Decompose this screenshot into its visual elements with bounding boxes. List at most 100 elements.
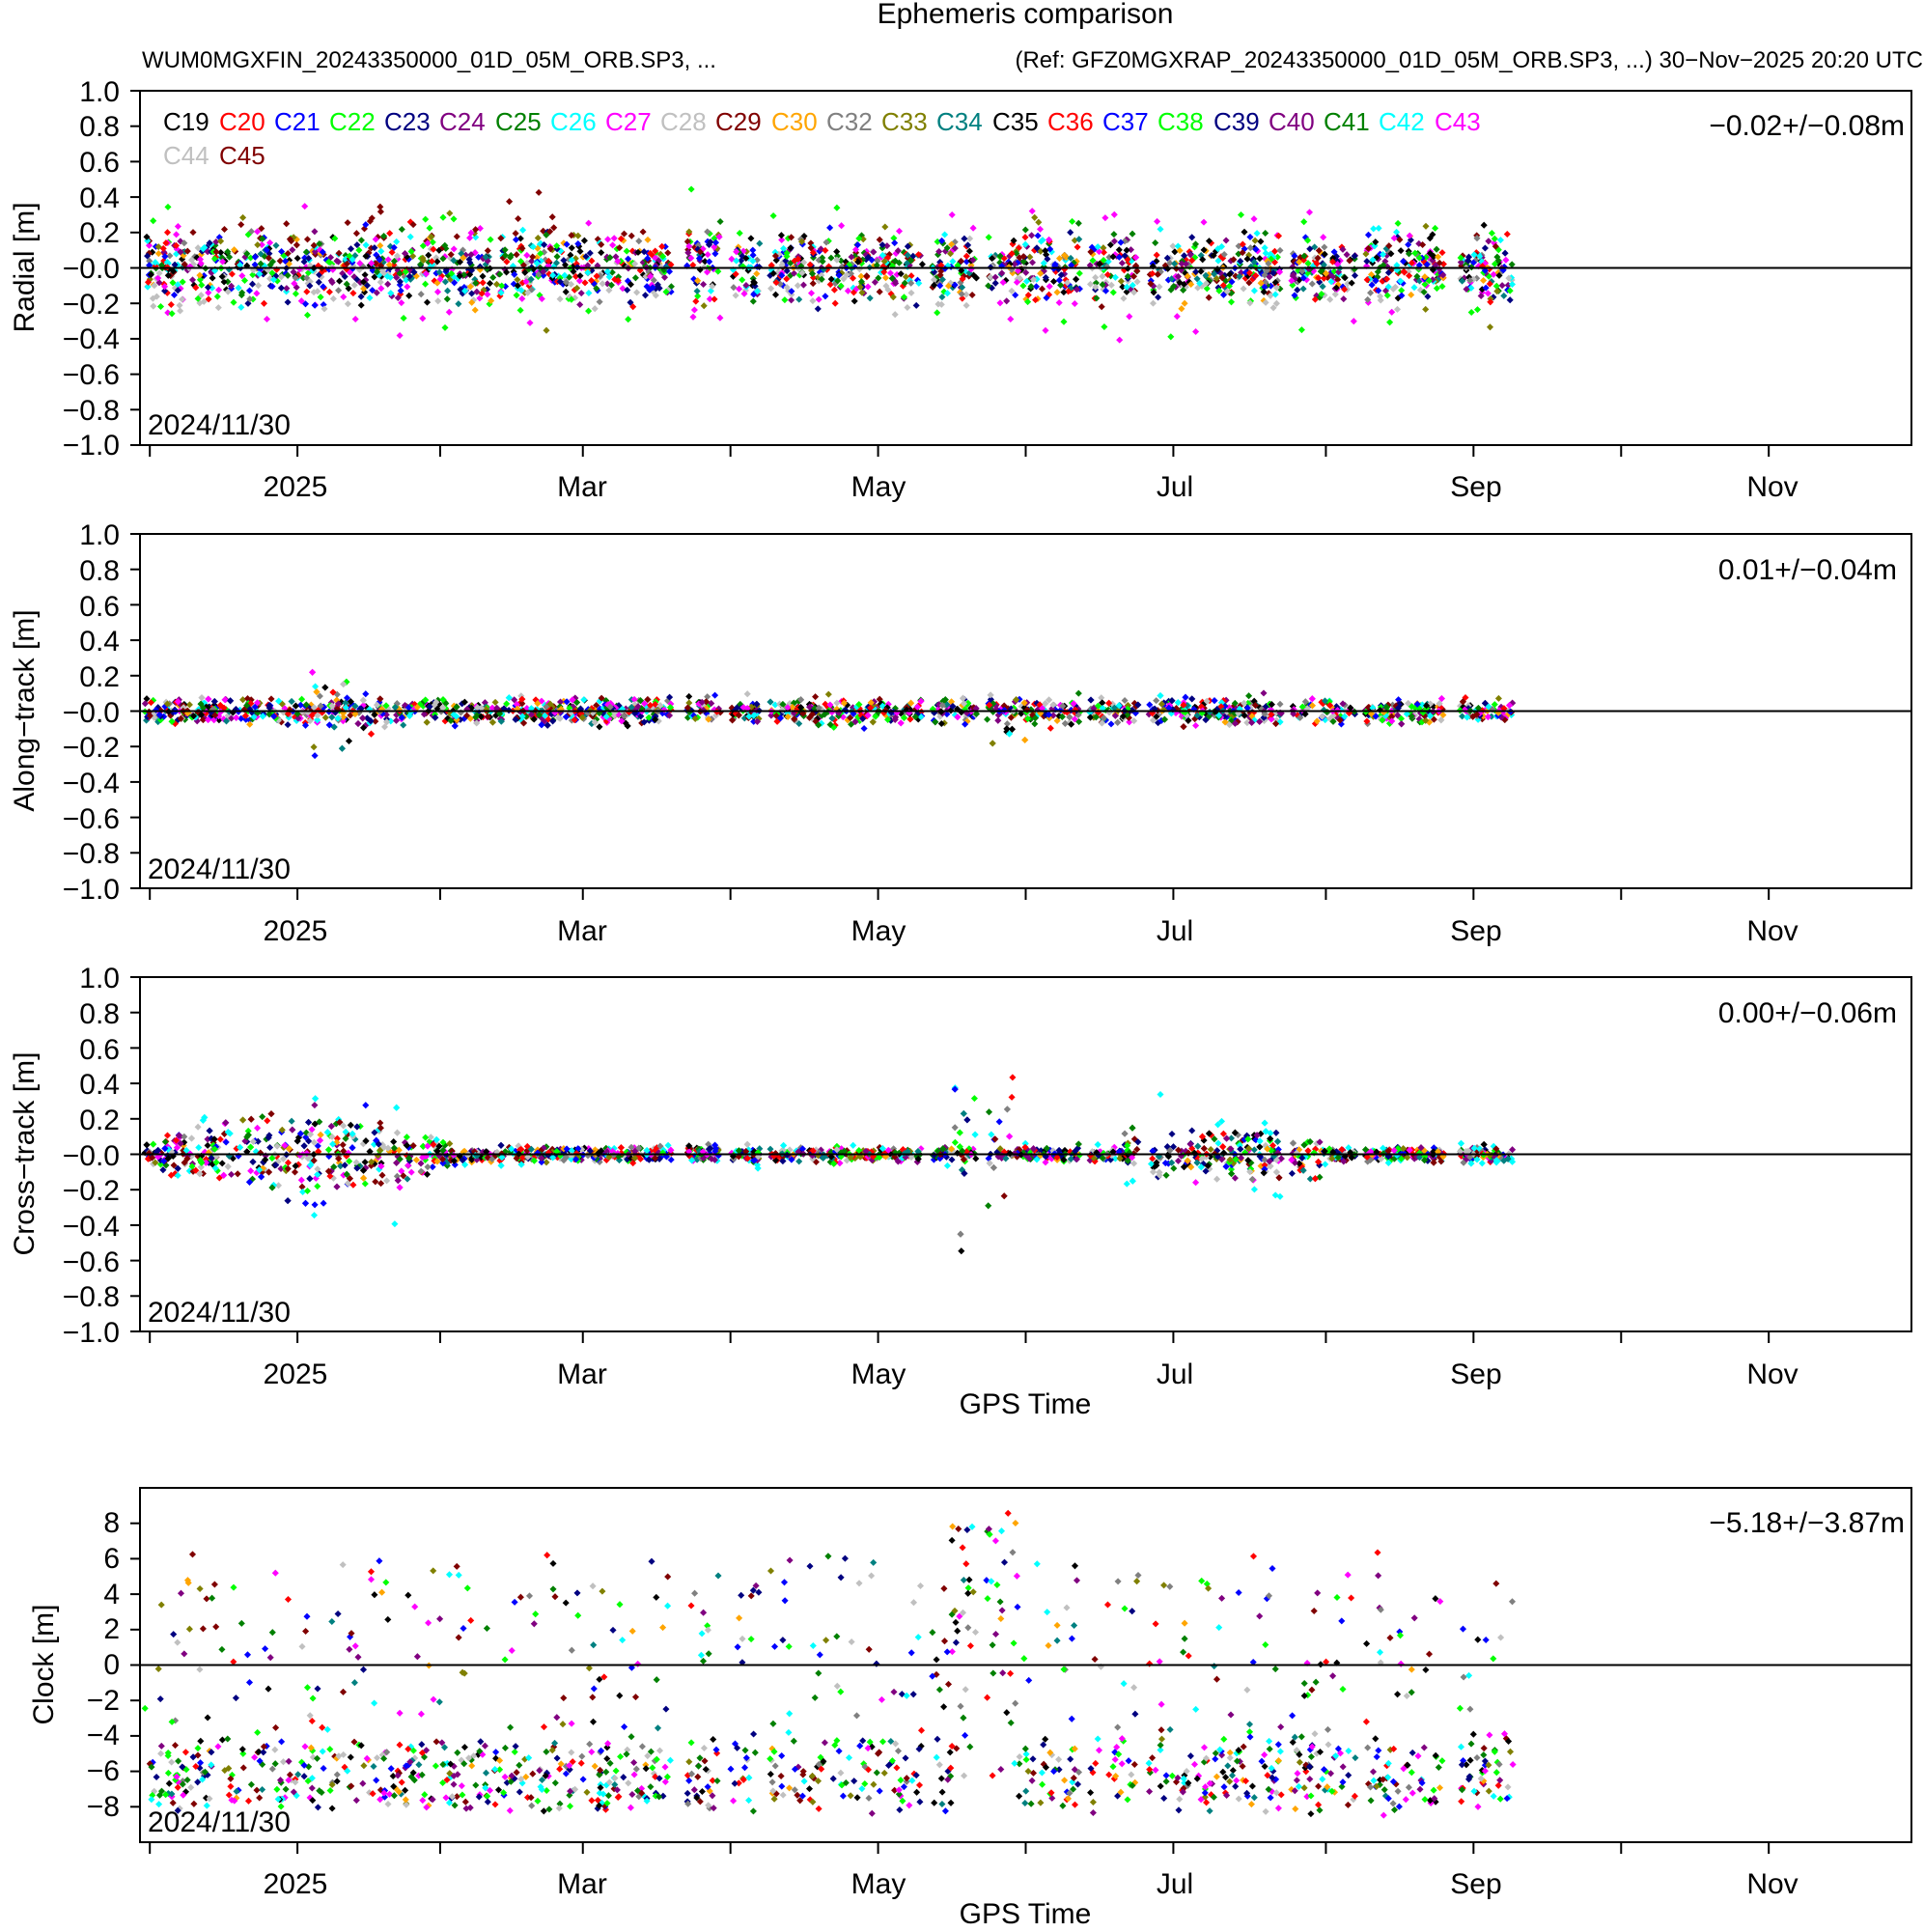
along-data-point	[491, 698, 499, 706]
along-data-point	[1087, 696, 1095, 704]
radial-data-point	[1069, 217, 1076, 225]
radial-data-point	[625, 255, 632, 263]
cross-scatter-series	[141, 1074, 1517, 1255]
radial-data-point	[1116, 336, 1124, 344]
radial-data-point	[466, 283, 474, 291]
along-data-point	[541, 712, 548, 719]
radial-data-point	[161, 253, 169, 261]
radial-data-point	[888, 274, 896, 282]
radial-data-point	[627, 298, 634, 306]
panel-radial: Radial [m] 2025 Mar May Jul Sep Nov 1.0 …	[9, 76, 1912, 503]
along-data-point	[473, 719, 481, 727]
radial-data-point	[194, 294, 202, 302]
radial-data-point	[561, 271, 569, 279]
radial-data-point	[441, 278, 449, 286]
along-data-point	[382, 702, 390, 710]
along-data-point	[580, 696, 588, 704]
radial-data-point	[164, 271, 172, 279]
radial-data-point	[1388, 308, 1396, 316]
along-data-point	[779, 700, 787, 709]
radial-data-point	[439, 255, 447, 263]
along-data-point	[215, 716, 223, 724]
along-data-point	[453, 713, 460, 720]
legend-item-c25: C25	[495, 107, 542, 136]
radial-data-point	[756, 239, 764, 247]
radial-data-point	[1481, 244, 1489, 252]
radial-data-point	[788, 288, 795, 295]
radial-data-point	[198, 281, 206, 289]
radial-data-point	[1491, 235, 1498, 242]
radial-data-point	[809, 297, 817, 305]
radial-data-point	[518, 294, 526, 302]
along-data-point	[596, 723, 603, 731]
radial-data-point	[248, 280, 257, 288]
radial-data-point	[1496, 237, 1504, 244]
along-data-point	[867, 699, 875, 707]
along-data-point	[453, 703, 460, 711]
along-data-point	[329, 688, 337, 696]
radial-data-point	[1074, 243, 1081, 251]
radial-data-point	[593, 285, 600, 293]
radial-data-point	[451, 279, 459, 287]
along-data-point	[685, 692, 693, 700]
radial-data-point	[210, 255, 218, 263]
along-data-point	[518, 700, 526, 708]
radial-data-point	[444, 287, 452, 294]
cross-data-point	[795, 1158, 803, 1165]
radial-data-point	[245, 287, 254, 294]
radial-data-point	[209, 274, 216, 282]
radial-data-point	[393, 273, 401, 282]
legend-item-c30: C30	[771, 107, 818, 136]
radial-data-point	[1394, 219, 1402, 227]
radial-data-point	[843, 271, 850, 279]
along-data-point	[259, 713, 266, 720]
along-data-point	[656, 702, 664, 710]
radial-data-point	[433, 288, 442, 295]
radial-data-point	[1397, 247, 1405, 255]
radial-data-point	[172, 241, 181, 249]
radial-data-point	[857, 272, 865, 280]
radial-data-point	[521, 268, 529, 276]
radial-data-point	[1129, 230, 1136, 238]
radial-data-point	[156, 302, 165, 311]
radial-data-point	[378, 267, 386, 275]
radial-data-point	[949, 258, 957, 266]
radial-data-point	[268, 283, 276, 291]
along-y-tick-label: −0.2	[63, 732, 120, 764]
radial-data-point	[650, 276, 657, 284]
radial-data-point	[228, 282, 236, 290]
radial-data-point	[624, 286, 631, 294]
legend-item-c42: C42	[1379, 107, 1425, 136]
radial-data-point	[311, 248, 319, 256]
radial-data-point	[576, 272, 584, 280]
radial-data-point	[684, 249, 692, 257]
radial-data-point	[943, 244, 951, 252]
along-data-point	[562, 713, 570, 721]
radial-plot-area	[130, 90, 1912, 457]
radial-data-point	[567, 251, 574, 259]
radial-data-point	[518, 244, 526, 252]
radial-data-point	[1253, 230, 1261, 238]
along-data-point	[227, 697, 235, 705]
along-data-point	[347, 712, 354, 719]
along-y-tick-label: −1.0	[63, 874, 120, 906]
along-data-point	[316, 692, 323, 700]
radial-data-point	[181, 239, 188, 247]
radial-data-point	[799, 281, 807, 289]
radial-data-point	[321, 305, 328, 313]
along-data-point	[644, 695, 652, 704]
along-data-point	[488, 718, 496, 726]
along-data-point	[239, 696, 247, 704]
along-data-point	[797, 696, 805, 704]
along-x-tick-label: Jul	[1157, 915, 1193, 947]
radial-data-point	[388, 248, 396, 256]
radial-data-point	[301, 203, 309, 210]
radial-data-point	[523, 251, 531, 259]
radial-data-point	[362, 241, 370, 249]
radial-data-point	[777, 232, 785, 239]
radial-data-point	[360, 285, 368, 293]
radial-data-point	[161, 283, 169, 291]
radial-data-point	[1075, 269, 1083, 277]
along-data-point	[624, 722, 631, 730]
radial-data-point	[740, 290, 748, 297]
